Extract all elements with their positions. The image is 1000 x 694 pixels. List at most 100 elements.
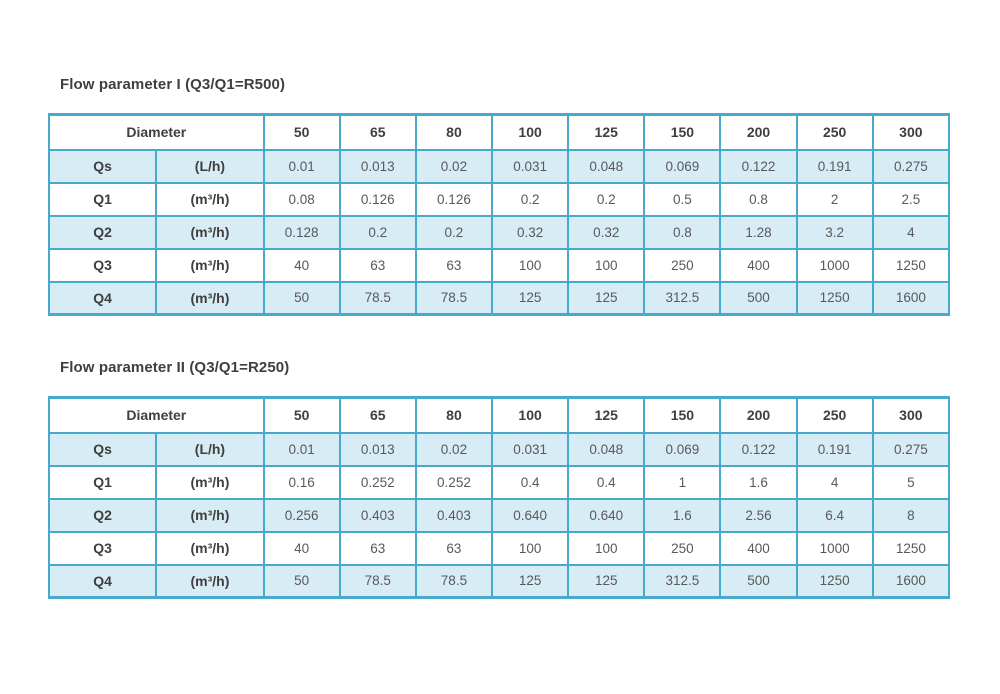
value-cell: 0.048 xyxy=(567,431,646,467)
value-cell: 0.048 xyxy=(567,148,646,184)
value-cell: 0.4 xyxy=(491,464,570,500)
value-cell: 125 xyxy=(491,563,570,599)
value-cell: 0.02 xyxy=(414,431,494,467)
value-cell: 1600 xyxy=(871,280,951,316)
row-unit-cell: (L/h) xyxy=(155,148,265,184)
value-cell: 1.6 xyxy=(719,464,798,500)
value-cell: 1000 xyxy=(795,530,874,566)
table-row: Q4 (m³/h) 50 78.5 78.5 125 125 312.5 500 1250 1600 xyxy=(47,563,951,599)
value-cell: 100 xyxy=(491,247,570,283)
diameter-size-header: 300 xyxy=(871,113,951,151)
row-name-cell: Q4 xyxy=(47,563,158,599)
row-unit-cell: (m³/h) xyxy=(155,464,265,500)
table-row: Q3 (m³/h) 40 63 63 100 100 250 400 1000 1250 xyxy=(47,247,951,283)
diameter-size-header: 100 xyxy=(491,113,570,151)
value-cell: 1600 xyxy=(871,563,951,599)
value-cell: 0.069 xyxy=(643,431,722,467)
row-name-cell: Qs xyxy=(47,431,158,467)
table-title: Flow parameter II (Q3/Q1=R250) xyxy=(60,359,290,376)
diameter-header-cell: Diameter xyxy=(48,113,265,151)
diameter-size-header: 65 xyxy=(338,396,417,434)
value-cell: 1250 xyxy=(795,563,874,599)
value-cell: 250 xyxy=(643,247,722,283)
diameter-size-header: 50 xyxy=(262,113,341,151)
value-cell: 400 xyxy=(719,530,798,566)
diameter-size-header: 65 xyxy=(338,113,417,151)
value-cell: 40 xyxy=(262,247,341,283)
value-cell: 0.8 xyxy=(643,214,722,250)
table-row: Q1 (m³/h) 0.08 0.126 0.126 0.2 0.2 0.5 0.8 2 2.5 xyxy=(47,181,951,217)
value-cell: 0.2 xyxy=(567,181,646,217)
value-cell: 40 xyxy=(262,530,341,566)
value-cell: 63 xyxy=(338,247,417,283)
value-cell: 0.32 xyxy=(491,214,570,250)
diameter-size-header: 125 xyxy=(567,113,646,151)
value-cell: 1000 xyxy=(795,247,874,283)
value-cell: 0.08 xyxy=(262,181,341,217)
value-cell: 0.16 xyxy=(262,464,341,500)
table-row: Q4 (m³/h) 50 78.5 78.5 125 125 312.5 500 1250 1600 xyxy=(47,280,951,316)
value-cell: 100 xyxy=(567,530,646,566)
value-cell: 0.2 xyxy=(414,214,494,250)
value-cell: 4 xyxy=(795,464,874,500)
value-cell: 78.5 xyxy=(414,563,494,599)
diameter-size-header: 125 xyxy=(567,396,646,434)
header-row: Diameter 50 65 80 100 125 150 200 250 300 xyxy=(48,113,951,151)
value-cell: 1.28 xyxy=(719,214,798,250)
value-cell: 78.5 xyxy=(414,280,494,316)
value-cell: 1250 xyxy=(871,247,951,283)
row-name-cell: Q3 xyxy=(47,530,158,566)
value-cell: 5 xyxy=(871,464,951,500)
value-cell: 0.013 xyxy=(338,148,417,184)
value-cell: 2.5 xyxy=(871,181,951,217)
value-cell: 63 xyxy=(414,530,494,566)
value-cell: 0.275 xyxy=(871,431,951,467)
value-cell: 312.5 xyxy=(643,280,722,316)
value-cell: 0.5 xyxy=(643,181,722,217)
value-cell: 4 xyxy=(871,214,951,250)
value-cell: 0.640 xyxy=(567,497,646,533)
diameter-size-header: 80 xyxy=(414,396,494,434)
value-cell: 0.191 xyxy=(795,148,874,184)
diameter-header-cell: Diameter xyxy=(48,396,265,434)
value-cell: 0.01 xyxy=(262,148,341,184)
table-row: Qs (L/h) 0.01 0.013 0.02 0.031 0.048 0.069 0.122… xyxy=(47,431,951,467)
value-cell: 0.122 xyxy=(719,148,798,184)
diameter-size-header: 50 xyxy=(262,396,341,434)
value-cell: 1.6 xyxy=(643,497,722,533)
flow-table: Diameter 50 65 80 100 125 150 200 250 300 Qs (L/h) 0… xyxy=(47,113,951,316)
row-name-cell: Q2 xyxy=(47,497,158,533)
row-unit-cell: (m³/h) xyxy=(155,497,265,533)
row-unit-cell: (m³/h) xyxy=(155,563,265,599)
header-row: Diameter 50 65 80 100 125 150 200 250 300 xyxy=(48,396,951,434)
row-unit-cell: (m³/h) xyxy=(155,280,265,316)
value-cell: 0.126 xyxy=(414,181,494,217)
row-name-cell: Q3 xyxy=(47,247,158,283)
row-unit-cell: (m³/h) xyxy=(155,214,265,250)
value-cell: 312.5 xyxy=(643,563,722,599)
value-cell: 0.4 xyxy=(567,464,646,500)
value-cell: 0.191 xyxy=(795,431,874,467)
value-cell: 0.640 xyxy=(491,497,570,533)
value-cell: 0.403 xyxy=(338,497,417,533)
value-cell: 0.256 xyxy=(262,497,341,533)
diameter-size-header: 150 xyxy=(643,396,722,434)
value-cell: 0.031 xyxy=(491,148,570,184)
diameter-size-header: 200 xyxy=(719,113,798,151)
value-cell: 500 xyxy=(719,280,798,316)
value-cell: 0.252 xyxy=(414,464,494,500)
value-cell: 0.403 xyxy=(414,497,494,533)
value-cell: 100 xyxy=(491,530,570,566)
diameter-size-header: 250 xyxy=(795,396,874,434)
row-unit-cell: (m³/h) xyxy=(155,181,265,217)
table-title: Flow parameter I (Q3/Q1=R500) xyxy=(60,76,286,93)
value-cell: 0.013 xyxy=(338,431,417,467)
value-cell: 0.01 xyxy=(262,431,341,467)
flow-table-section: Flow parameter I (Q3/Q1=R500) Diameter 50 6… xyxy=(47,76,1000,316)
table-row: Q3 (m³/h) 40 63 63 100 100 250 400 1000 1250 xyxy=(47,530,951,566)
value-cell: 8 xyxy=(871,497,951,533)
value-cell: 0.32 xyxy=(567,214,646,250)
value-cell: 250 xyxy=(643,530,722,566)
value-cell: 0.122 xyxy=(719,431,798,467)
table-row: Qs (L/h) 0.01 0.013 0.02 0.031 0.048 0.069 0.122… xyxy=(47,148,951,184)
